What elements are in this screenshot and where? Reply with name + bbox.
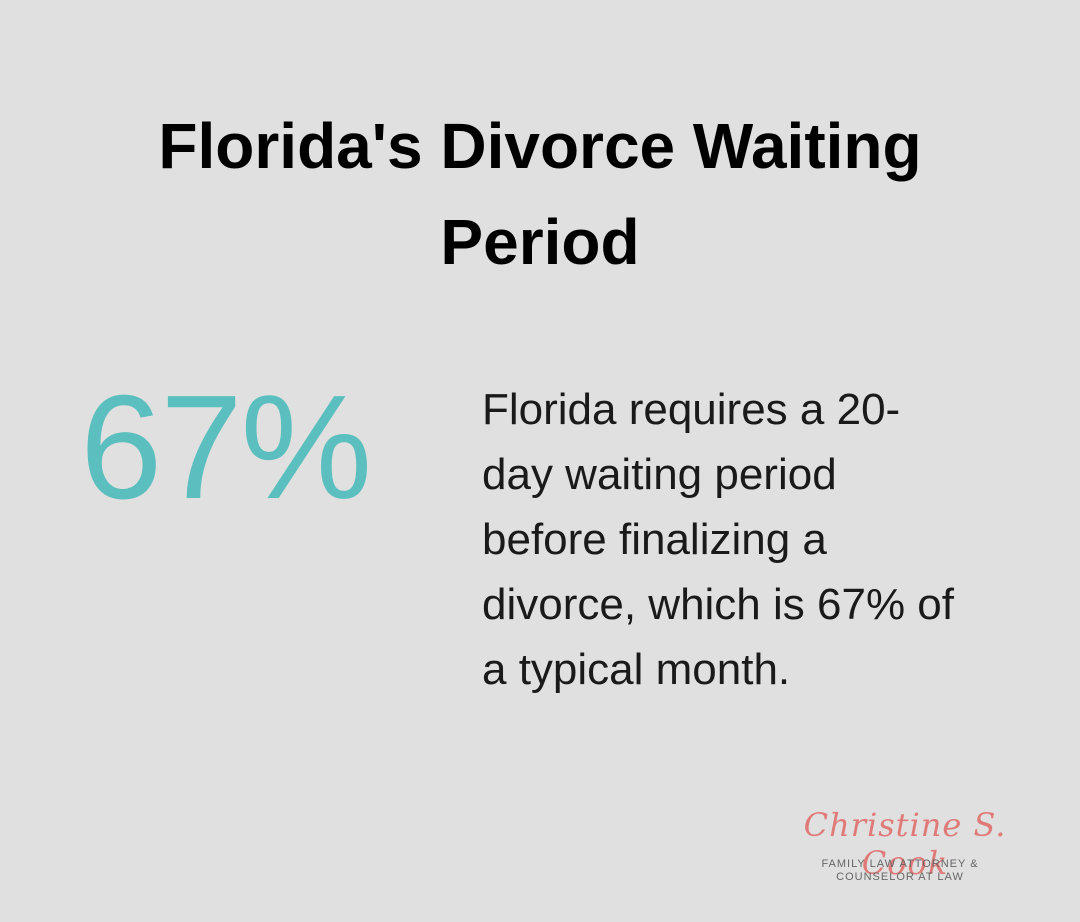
logo-tagline: FAMILY LAW ATTORNEY & COUNSELOR AT LAW — [790, 858, 1010, 884]
title-line: Florida's Divorce Waiting — [158, 110, 922, 182]
description-line: a typical month. — [482, 645, 791, 694]
logo-tagline-line: FAMILY LAW ATTORNEY & — [821, 858, 979, 870]
description-line: before finalizing a — [482, 515, 827, 564]
title-line: Period — [440, 206, 640, 278]
description-line: day waiting period — [482, 450, 837, 499]
description-line: divorce, which is 67% of — [482, 580, 954, 629]
description: Florida requires a 20- day waiting perio… — [482, 377, 954, 702]
logo-tagline-line: COUNSELOR AT LAW — [836, 871, 964, 883]
description-line: Florida requires a 20- — [482, 385, 901, 434]
stat-value: 67% — [80, 365, 372, 530]
logo-name: Christine S. Cook — [803, 806, 1007, 882]
title: Florida's Divorce Waiting Period — [0, 98, 1080, 290]
